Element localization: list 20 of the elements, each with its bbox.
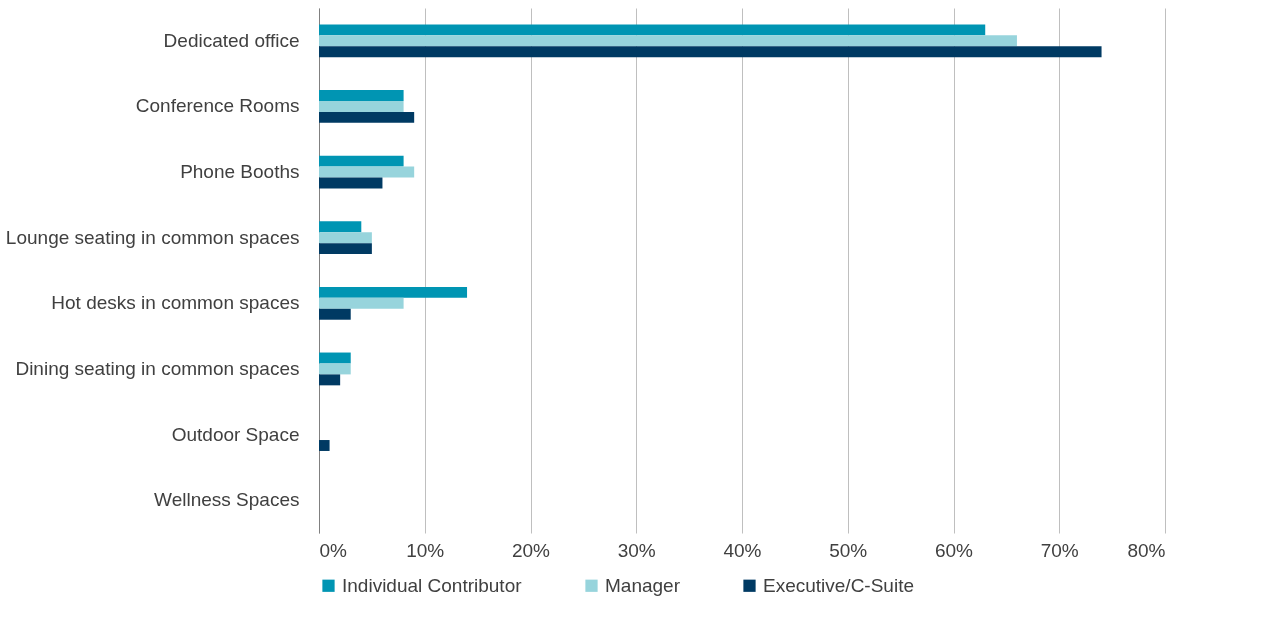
y-tick-label: Conference Rooms (135, 95, 300, 117)
y-tick-label: Phone Booths (180, 161, 300, 183)
x-tick-label: 80% (1127, 539, 1166, 561)
y-tick-label: Dining seating in common spaces (15, 357, 300, 379)
x-tick-label: 30% (617, 539, 656, 561)
legend-label: Individual Contributor (342, 574, 523, 596)
y-tick-label: Lounge seating in common spaces (5, 226, 300, 248)
legend-label: Executive/C-Suite (763, 574, 915, 596)
x-tick-label: 60% (934, 539, 974, 561)
y-tick-label: Outdoor Space (171, 423, 300, 445)
x-tick-label: 40% (723, 539, 762, 561)
x-tick-label: 20% (511, 539, 551, 561)
x-tick-label: 50% (829, 539, 868, 561)
x-tick-label: 10% (406, 539, 445, 561)
y-tick-label: Dedicated office (163, 29, 300, 51)
y-tick-label: Hot desks in common spaces (51, 292, 300, 314)
x-tick-label: 0% (319, 539, 348, 561)
x-tick-label: 70% (1040, 539, 1079, 561)
legend-label: Manager (605, 574, 681, 596)
y-tick-label: Wellness Spaces (154, 489, 300, 511)
